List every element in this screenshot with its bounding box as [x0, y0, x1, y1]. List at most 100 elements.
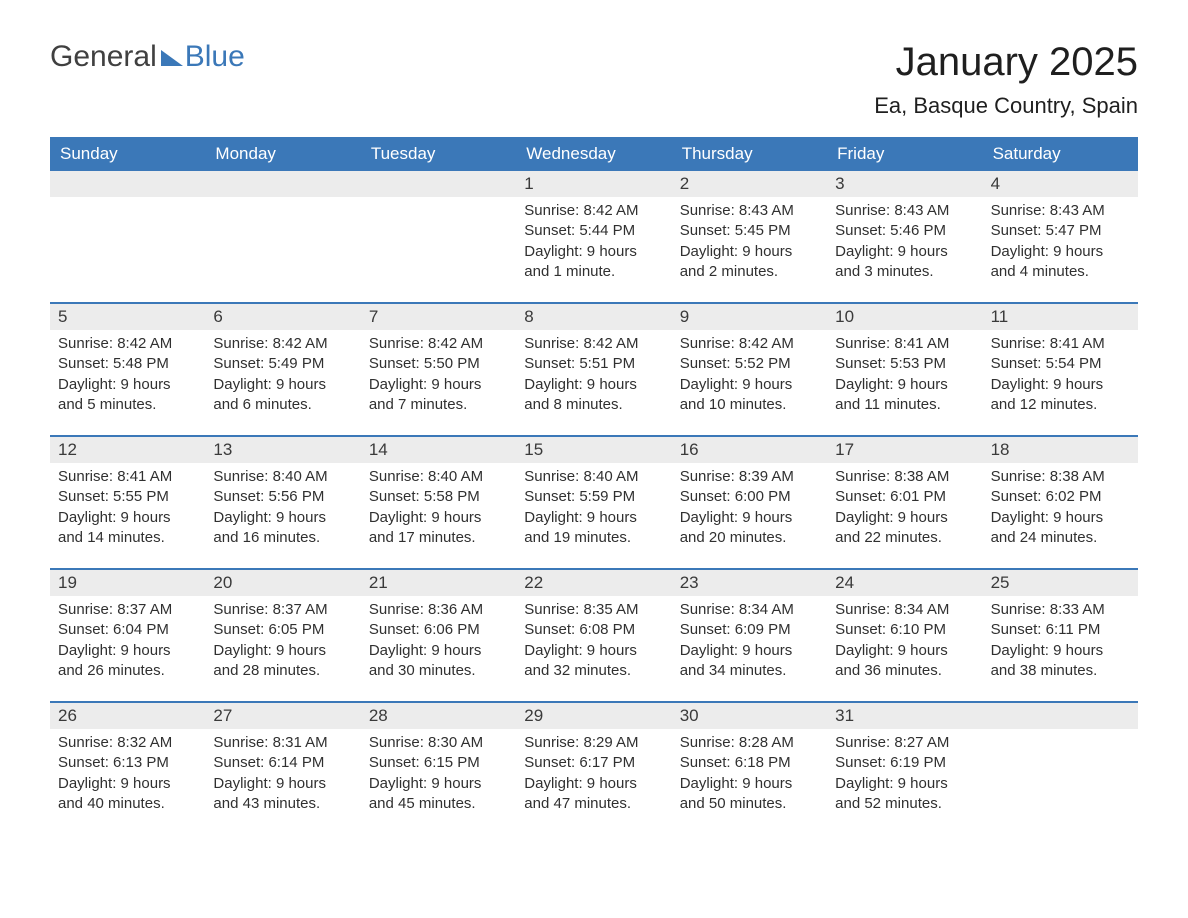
- daylight-line: Daylight: 9 hours and 20 minutes.: [680, 508, 819, 549]
- sunrise-line: Sunrise: 8:43 AM: [835, 201, 974, 221]
- daylight-line: Daylight: 9 hours and 32 minutes.: [524, 641, 663, 682]
- sunrise-line: Sunrise: 8:36 AM: [369, 600, 508, 620]
- day-info: Sunrise: 8:41 AMSunset: 5:53 PMDaylight:…: [827, 330, 982, 415]
- dayhead: Sunday: [50, 137, 205, 171]
- day-info: Sunrise: 8:42 AMSunset: 5:44 PMDaylight:…: [516, 197, 671, 282]
- daylight-line: Daylight: 9 hours and 52 minutes.: [835, 774, 974, 815]
- date-row: 25: [983, 568, 1138, 596]
- sunset-line: Sunset: 6:04 PM: [58, 620, 197, 640]
- sunrise-line: Sunrise: 8:41 AM: [991, 334, 1130, 354]
- day-info: Sunrise: 8:42 AMSunset: 5:50 PMDaylight:…: [361, 330, 516, 415]
- calendar-cell: [983, 701, 1138, 834]
- sunrise-line: Sunrise: 8:38 AM: [991, 467, 1130, 487]
- sunrise-line: Sunrise: 8:43 AM: [991, 201, 1130, 221]
- calendar-cell: 1Sunrise: 8:42 AMSunset: 5:44 PMDaylight…: [516, 171, 671, 302]
- day-info: Sunrise: 8:42 AMSunset: 5:48 PMDaylight:…: [50, 330, 205, 415]
- sunrise-line: Sunrise: 8:33 AM: [991, 600, 1130, 620]
- day-info: Sunrise: 8:27 AMSunset: 6:19 PMDaylight:…: [827, 729, 982, 814]
- day-info: Sunrise: 8:31 AMSunset: 6:14 PMDaylight:…: [205, 729, 360, 814]
- date-row: 30: [672, 701, 827, 729]
- date-row: 2: [672, 171, 827, 197]
- sunrise-line: Sunrise: 8:42 AM: [680, 334, 819, 354]
- sunrise-line: Sunrise: 8:27 AM: [835, 733, 974, 753]
- sunset-line: Sunset: 5:54 PM: [991, 354, 1130, 374]
- daylight-line: Daylight: 9 hours and 50 minutes.: [680, 774, 819, 815]
- calendar-cell: 3Sunrise: 8:43 AMSunset: 5:46 PMDaylight…: [827, 171, 982, 302]
- sunset-line: Sunset: 6:14 PM: [213, 753, 352, 773]
- sunset-line: Sunset: 6:08 PM: [524, 620, 663, 640]
- sunrise-line: Sunrise: 8:41 AM: [58, 467, 197, 487]
- sunset-line: Sunset: 5:45 PM: [680, 221, 819, 241]
- date-row: 22: [516, 568, 671, 596]
- daylight-line: Daylight: 9 hours and 30 minutes.: [369, 641, 508, 682]
- sunset-line: Sunset: 5:49 PM: [213, 354, 352, 374]
- sunrise-line: Sunrise: 8:42 AM: [524, 334, 663, 354]
- daylight-line: Daylight: 9 hours and 19 minutes.: [524, 508, 663, 549]
- day-info: Sunrise: 8:30 AMSunset: 6:15 PMDaylight:…: [361, 729, 516, 814]
- calendar-cell: 30Sunrise: 8:28 AMSunset: 6:18 PMDayligh…: [672, 701, 827, 834]
- calendar-cell: 15Sunrise: 8:40 AMSunset: 5:59 PMDayligh…: [516, 435, 671, 568]
- sunrise-line: Sunrise: 8:32 AM: [58, 733, 197, 753]
- sunrise-line: Sunrise: 8:40 AM: [369, 467, 508, 487]
- calendar-cell: [205, 171, 360, 302]
- calendar-cell: 18Sunrise: 8:38 AMSunset: 6:02 PMDayligh…: [983, 435, 1138, 568]
- sunset-line: Sunset: 6:05 PM: [213, 620, 352, 640]
- calendar-cell: 11Sunrise: 8:41 AMSunset: 5:54 PMDayligh…: [983, 302, 1138, 435]
- day-info: Sunrise: 8:37 AMSunset: 6:05 PMDaylight:…: [205, 596, 360, 681]
- sunset-line: Sunset: 5:55 PM: [58, 487, 197, 507]
- day-info: Sunrise: 8:38 AMSunset: 6:01 PMDaylight:…: [827, 463, 982, 548]
- day-info: Sunrise: 8:40 AMSunset: 5:56 PMDaylight:…: [205, 463, 360, 548]
- date-row: 10: [827, 302, 982, 330]
- date-row: 12: [50, 435, 205, 463]
- sunset-line: Sunset: 5:44 PM: [524, 221, 663, 241]
- date-row: 18: [983, 435, 1138, 463]
- calendar-cell: 8Sunrise: 8:42 AMSunset: 5:51 PMDaylight…: [516, 302, 671, 435]
- sunset-line: Sunset: 5:46 PM: [835, 221, 974, 241]
- calendar-cell: 14Sunrise: 8:40 AMSunset: 5:58 PMDayligh…: [361, 435, 516, 568]
- sunrise-line: Sunrise: 8:34 AM: [680, 600, 819, 620]
- date-row: [983, 701, 1138, 729]
- sunrise-line: Sunrise: 8:42 AM: [58, 334, 197, 354]
- sunrise-line: Sunrise: 8:31 AM: [213, 733, 352, 753]
- sunset-line: Sunset: 6:13 PM: [58, 753, 197, 773]
- date-row: 28: [361, 701, 516, 729]
- title-block: January 2025 Ea, Basque Country, Spain: [874, 40, 1138, 119]
- calendar-cell: 20Sunrise: 8:37 AMSunset: 6:05 PMDayligh…: [205, 568, 360, 701]
- daylight-line: Daylight: 9 hours and 16 minutes.: [213, 508, 352, 549]
- day-info: Sunrise: 8:37 AMSunset: 6:04 PMDaylight:…: [50, 596, 205, 681]
- sunrise-line: Sunrise: 8:35 AM: [524, 600, 663, 620]
- daylight-line: Daylight: 9 hours and 26 minutes.: [58, 641, 197, 682]
- page-title: January 2025: [874, 40, 1138, 85]
- day-info: Sunrise: 8:38 AMSunset: 6:02 PMDaylight:…: [983, 463, 1138, 548]
- sunrise-line: Sunrise: 8:30 AM: [369, 733, 508, 753]
- daylight-line: Daylight: 9 hours and 8 minutes.: [524, 375, 663, 416]
- calendar-cell: 4Sunrise: 8:43 AMSunset: 5:47 PMDaylight…: [983, 171, 1138, 302]
- date-row: 16: [672, 435, 827, 463]
- date-row: 21: [361, 568, 516, 596]
- day-info: Sunrise: 8:35 AMSunset: 6:08 PMDaylight:…: [516, 596, 671, 681]
- calendar-cell: 13Sunrise: 8:40 AMSunset: 5:56 PMDayligh…: [205, 435, 360, 568]
- day-info: Sunrise: 8:36 AMSunset: 6:06 PMDaylight:…: [361, 596, 516, 681]
- sunset-line: Sunset: 6:19 PM: [835, 753, 974, 773]
- day-info: Sunrise: 8:41 AMSunset: 5:54 PMDaylight:…: [983, 330, 1138, 415]
- calendar-cell: 22Sunrise: 8:35 AMSunset: 6:08 PMDayligh…: [516, 568, 671, 701]
- calendar-cell: 24Sunrise: 8:34 AMSunset: 6:10 PMDayligh…: [827, 568, 982, 701]
- calendar-cell: 26Sunrise: 8:32 AMSunset: 6:13 PMDayligh…: [50, 701, 205, 834]
- daylight-line: Daylight: 9 hours and 36 minutes.: [835, 641, 974, 682]
- date-row: 13: [205, 435, 360, 463]
- date-row: [50, 171, 205, 197]
- date-row: 4: [983, 171, 1138, 197]
- day-info: Sunrise: 8:42 AMSunset: 5:49 PMDaylight:…: [205, 330, 360, 415]
- day-info: Sunrise: 8:34 AMSunset: 6:10 PMDaylight:…: [827, 596, 982, 681]
- calendar-cell: 9Sunrise: 8:42 AMSunset: 5:52 PMDaylight…: [672, 302, 827, 435]
- calendar-cell: 6Sunrise: 8:42 AMSunset: 5:49 PMDaylight…: [205, 302, 360, 435]
- daylight-line: Daylight: 9 hours and 14 minutes.: [58, 508, 197, 549]
- calendar-cell: [361, 171, 516, 302]
- day-info: Sunrise: 8:34 AMSunset: 6:09 PMDaylight:…: [672, 596, 827, 681]
- day-info: Sunrise: 8:32 AMSunset: 6:13 PMDaylight:…: [50, 729, 205, 814]
- sunset-line: Sunset: 6:09 PM: [680, 620, 819, 640]
- sunrise-line: Sunrise: 8:40 AM: [213, 467, 352, 487]
- dayhead: Thursday: [672, 137, 827, 171]
- day-info: Sunrise: 8:39 AMSunset: 6:00 PMDaylight:…: [672, 463, 827, 548]
- sunset-line: Sunset: 5:48 PM: [58, 354, 197, 374]
